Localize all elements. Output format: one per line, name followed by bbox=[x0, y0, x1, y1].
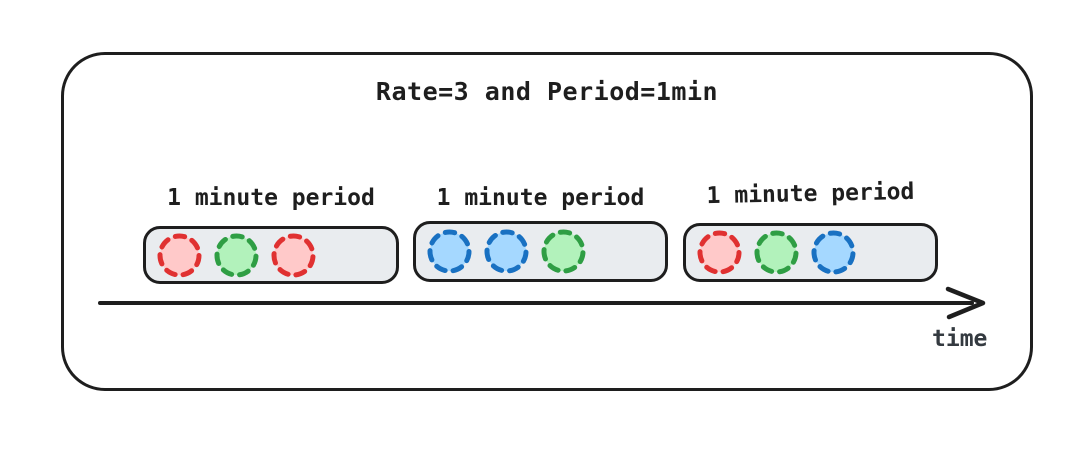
time-axis-label: time bbox=[932, 326, 988, 352]
period-label: 1 minute period bbox=[436, 185, 645, 211]
period-box bbox=[683, 223, 938, 282]
request-dot-green bbox=[541, 229, 586, 274]
request-dot-red bbox=[157, 233, 202, 277]
period-group-3: 1 minute period bbox=[683, 178, 938, 282]
period-label: 1 minute period bbox=[167, 185, 375, 211]
period-group-1: 1 minute period bbox=[143, 185, 399, 284]
time-axis-arrow bbox=[98, 286, 986, 320]
diagram-title: Rate=3 and Period=1min bbox=[375, 77, 719, 106]
period-label: 1 minute period bbox=[706, 178, 915, 210]
request-dot-blue bbox=[484, 229, 529, 274]
request-dot-blue bbox=[427, 229, 472, 274]
request-dot-red bbox=[271, 233, 316, 277]
request-dot-red bbox=[697, 230, 742, 275]
period-box bbox=[143, 226, 399, 284]
request-dot-green bbox=[214, 233, 259, 277]
request-dot-blue bbox=[811, 230, 856, 275]
period-group-2: 1 minute period bbox=[413, 185, 668, 282]
arrowhead-icon bbox=[945, 286, 986, 320]
request-dot-green bbox=[754, 230, 799, 275]
period-box bbox=[413, 221, 668, 282]
outer-frame bbox=[61, 52, 1033, 391]
